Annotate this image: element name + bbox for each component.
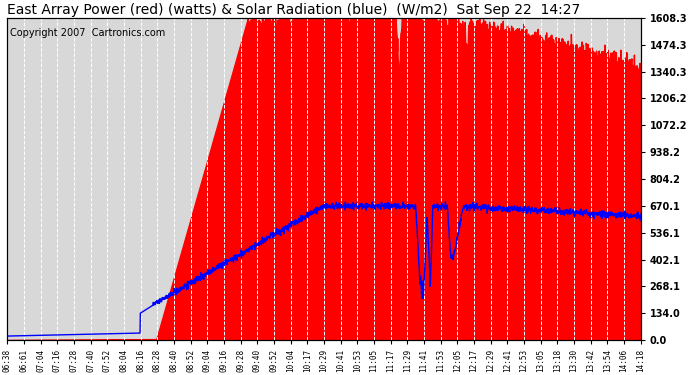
Text: East Array Power (red) (watts) & Solar Radiation (blue)  (W/m2)  Sat Sep 22  14:: East Array Power (red) (watts) & Solar R… <box>8 3 580 17</box>
Text: Copyright 2007  Cartronics.com: Copyright 2007 Cartronics.com <box>10 28 166 38</box>
